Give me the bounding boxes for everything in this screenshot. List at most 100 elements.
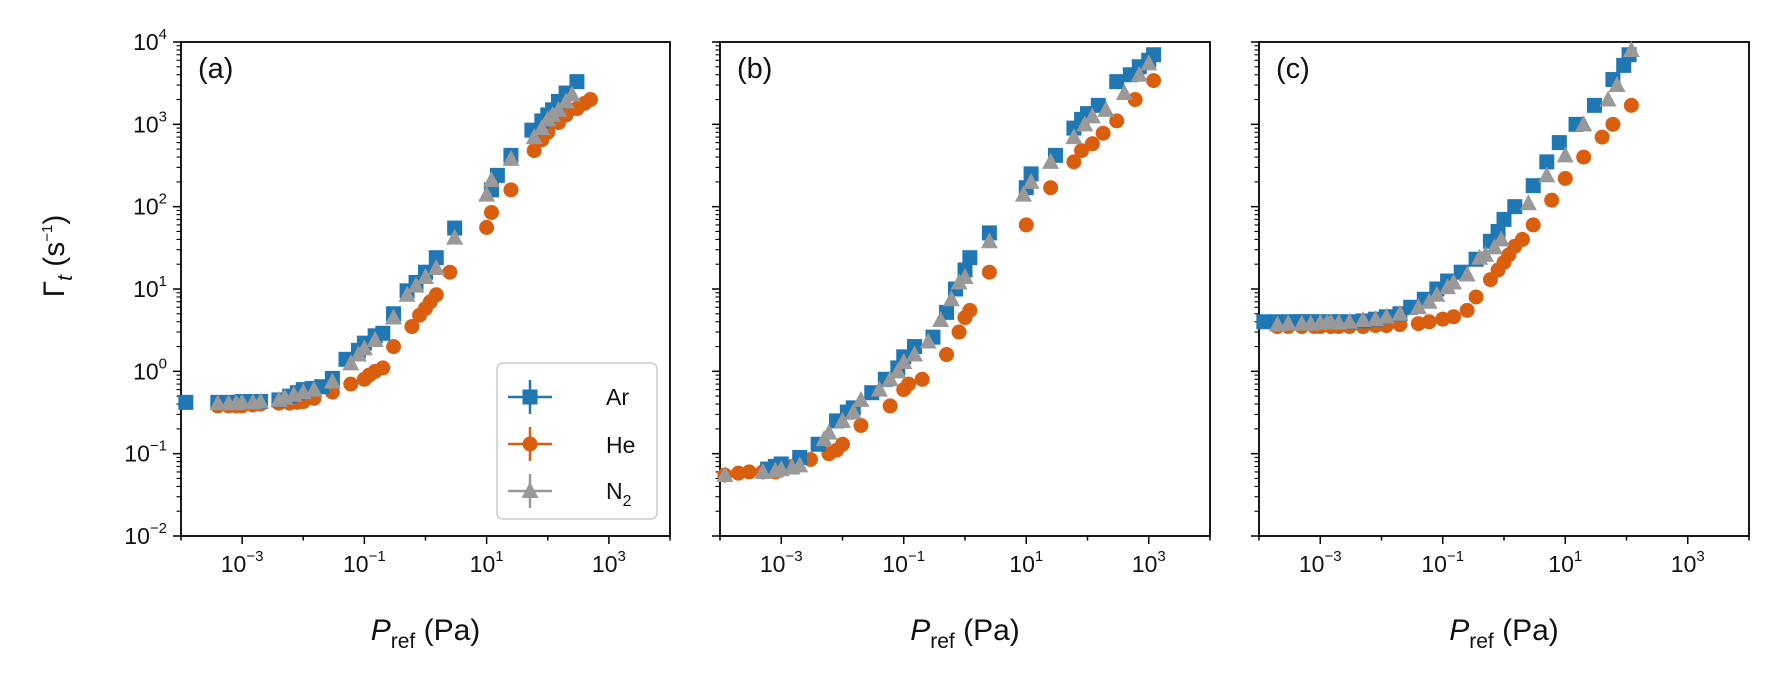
data-point-he: [1421, 314, 1437, 330]
data-point-he: [1468, 289, 1484, 305]
data-point-n2: [942, 290, 960, 307]
data-point-he: [1146, 73, 1162, 89]
data-point-he: [914, 371, 930, 387]
data-point-he: [1074, 143, 1090, 159]
y-tick-label: 100: [133, 355, 167, 384]
data-point-he: [962, 302, 978, 318]
data-point-he: [1544, 192, 1560, 208]
data-point-n2: [1445, 273, 1463, 290]
y-tick-label: 10−2: [124, 520, 167, 549]
data-point-n2: [1477, 245, 1495, 262]
data-point-n2: [305, 380, 323, 397]
x-tick-label: 101: [1548, 548, 1582, 577]
data-point-he: [1576, 149, 1592, 165]
data-point-n2: [1599, 90, 1617, 107]
x-tick-label: 103: [1132, 548, 1166, 577]
data-point-he: [483, 204, 499, 220]
data-point-he: [901, 376, 917, 392]
panel-a: 10−3 10−1 101 103 10−2 10−1 100 101 102 103 104 (a)…: [124, 26, 671, 653]
x-tick-label: 101: [1009, 548, 1043, 577]
data-point-n2: [1409, 298, 1427, 315]
data-point-ar: [375, 325, 391, 341]
data-point-n2: [1083, 107, 1101, 124]
series-he: [717, 73, 1162, 483]
data-point-n2: [385, 308, 403, 325]
plot-frame: [1258, 41, 1750, 537]
series-n2: [209, 85, 581, 411]
data-point-he: [1127, 92, 1143, 108]
data-point-n2: [525, 128, 543, 145]
data-point-he: [741, 464, 757, 480]
data-point-n2: [1354, 311, 1372, 328]
x-axis-label: Pref (Pa): [371, 614, 481, 653]
data-point-he: [939, 347, 955, 363]
x-tick-label: 103: [592, 548, 626, 577]
data-point-n2: [1140, 54, 1158, 71]
data-point-n2: [956, 267, 974, 284]
data-point-n2: [906, 345, 924, 362]
data-point-ar: [1551, 135, 1567, 151]
data-point-n2: [563, 85, 581, 102]
data-point-he: [386, 339, 402, 355]
data-point-n2: [533, 119, 551, 136]
data-point-n2: [355, 339, 373, 356]
data-point-n2: [820, 423, 838, 440]
data-point-n2: [1608, 76, 1626, 93]
data-point-ar: [1507, 199, 1523, 215]
data-point-he: [428, 287, 444, 303]
data-point-n2: [889, 362, 907, 379]
data-point-he: [1109, 113, 1125, 129]
data-point-n2: [895, 352, 913, 369]
data-point-he: [1066, 154, 1082, 170]
y-tick-label: 104: [133, 26, 167, 55]
data-point-ar: [569, 74, 585, 90]
data-point-ar: [428, 250, 444, 266]
data-point-n2: [446, 228, 464, 245]
legend-symbol-ar: [522, 389, 538, 405]
data-point-n2: [1042, 152, 1060, 169]
data-point-he: [853, 417, 869, 433]
data-point-he: [1446, 309, 1462, 325]
data-point-n2: [834, 411, 851, 428]
data-point-he: [404, 319, 420, 335]
legend-marker-n2: [508, 474, 552, 508]
data-point-n2: [1492, 230, 1510, 247]
data-point-n2: [427, 258, 445, 275]
data-point-n2: [366, 331, 384, 348]
data-point-he: [582, 92, 598, 108]
data-point-he: [343, 376, 359, 392]
data-point-n2: [1097, 100, 1115, 117]
legend-marker-ar: [508, 380, 552, 414]
data-point-ar: [1525, 178, 1541, 194]
x-tick-label: 101: [470, 548, 504, 577]
data-point-n2: [980, 232, 998, 249]
data-point-he: [526, 143, 542, 159]
data-point-he: [1095, 125, 1111, 141]
data-point-he: [375, 360, 391, 376]
data-point-n2: [233, 393, 251, 410]
data-point-n2: [852, 390, 870, 407]
data-point-n2: [478, 185, 496, 202]
data-point-n2: [1575, 115, 1593, 132]
data-point-n2: [1519, 194, 1537, 211]
data-point-n2: [1428, 285, 1446, 302]
data-point-n2: [417, 267, 434, 284]
data-point-he: [1525, 217, 1541, 233]
x-axis-label: Pref (Pa): [1449, 614, 1559, 653]
data-point-n2: [407, 276, 425, 293]
data-point-n2: [1391, 304, 1409, 321]
data-point-n2: [1538, 166, 1556, 183]
y-tick-label: 103: [133, 108, 167, 137]
x-tick-label: 10−3: [760, 548, 803, 577]
data-point-he: [1594, 129, 1610, 145]
data-point-n2: [1556, 146, 1574, 163]
data-point-he: [1605, 116, 1621, 132]
y-tick-label: 10−1: [124, 438, 167, 467]
data-point-he: [1043, 180, 1059, 196]
data-point-he: [1557, 170, 1573, 186]
data-point-n2: [209, 394, 227, 411]
data-point-n2: [754, 462, 772, 479]
data-point-n2: [398, 285, 416, 302]
data-point-n2: [323, 372, 341, 389]
panel-label: (c): [1276, 53, 1310, 85]
